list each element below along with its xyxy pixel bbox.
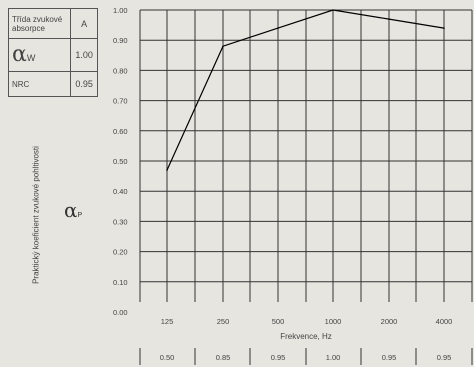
x-tick-label: 500: [272, 317, 285, 326]
alpha-w-subscript: W: [26, 53, 36, 63]
nrc-row: NRC 0.95: [7, 71, 98, 97]
alpha-p-value: 1.00: [326, 353, 341, 362]
x-tick-label: 250: [217, 317, 230, 326]
alpha-p-value: 0.95: [382, 353, 397, 362]
alpha-p-value: 0.50: [160, 353, 175, 362]
y-tick-label: 0.10: [113, 278, 128, 287]
absorption-curve: [166, 9, 445, 171]
y-tick-label: 0.50: [113, 157, 128, 166]
y-tick-label: 0.00: [113, 308, 128, 317]
x-tick-label: 1000: [325, 317, 342, 326]
x-tick-label: 4000: [436, 317, 453, 326]
y-tick-label: 1.00: [113, 6, 128, 15]
alpha-p-value: 0.95: [271, 353, 286, 362]
y-tick-label: 0.80: [113, 66, 128, 75]
data-point: [388, 18, 390, 20]
x-axis-label: Frekvence, Hz: [280, 332, 332, 341]
data-point: [277, 27, 279, 29]
absorption-class-label: Třída zvukové absorpce: [7, 8, 72, 39]
alpha-w-value: 1.00: [70, 38, 98, 72]
x-tick-label: 2000: [381, 317, 398, 326]
data-point: [443, 27, 445, 29]
alpha-w-label: αW: [7, 38, 72, 72]
absorption-class-value: A: [70, 8, 98, 39]
y-tick-label: 0.60: [113, 127, 128, 136]
alpha-p-value: 0.85: [216, 353, 231, 362]
y-tick-label: 0.30: [113, 217, 128, 226]
absorption-class-row: Třída zvukové absorpce A: [7, 8, 98, 39]
nrc-value: 0.95: [70, 71, 98, 97]
data-point: [222, 45, 224, 48]
alpha-p-symbol: αP: [64, 200, 82, 220]
x-tick-label: 125: [161, 317, 174, 326]
alpha-p-value: 0.95: [437, 353, 452, 362]
nrc-label: NRC: [7, 71, 72, 97]
absorption-info-table: Třída zvukové absorpce A αW 1.00 NRC 0.9…: [7, 8, 98, 97]
y-tick-label: 0.70: [113, 97, 128, 106]
y-tick-label: 0.20: [113, 248, 128, 257]
data-point: [332, 9, 334, 11]
alpha-p-subscript: P: [77, 212, 83, 219]
y-tick-label: 0.40: [113, 187, 128, 196]
alpha-w-row: αW 1.00: [7, 38, 98, 72]
y-tick-label: 0.90: [113, 36, 128, 45]
data-point: [166, 169, 168, 171]
alpha-w-symbol: α: [12, 42, 27, 67]
alpha-p-glyph: α: [64, 198, 78, 222]
